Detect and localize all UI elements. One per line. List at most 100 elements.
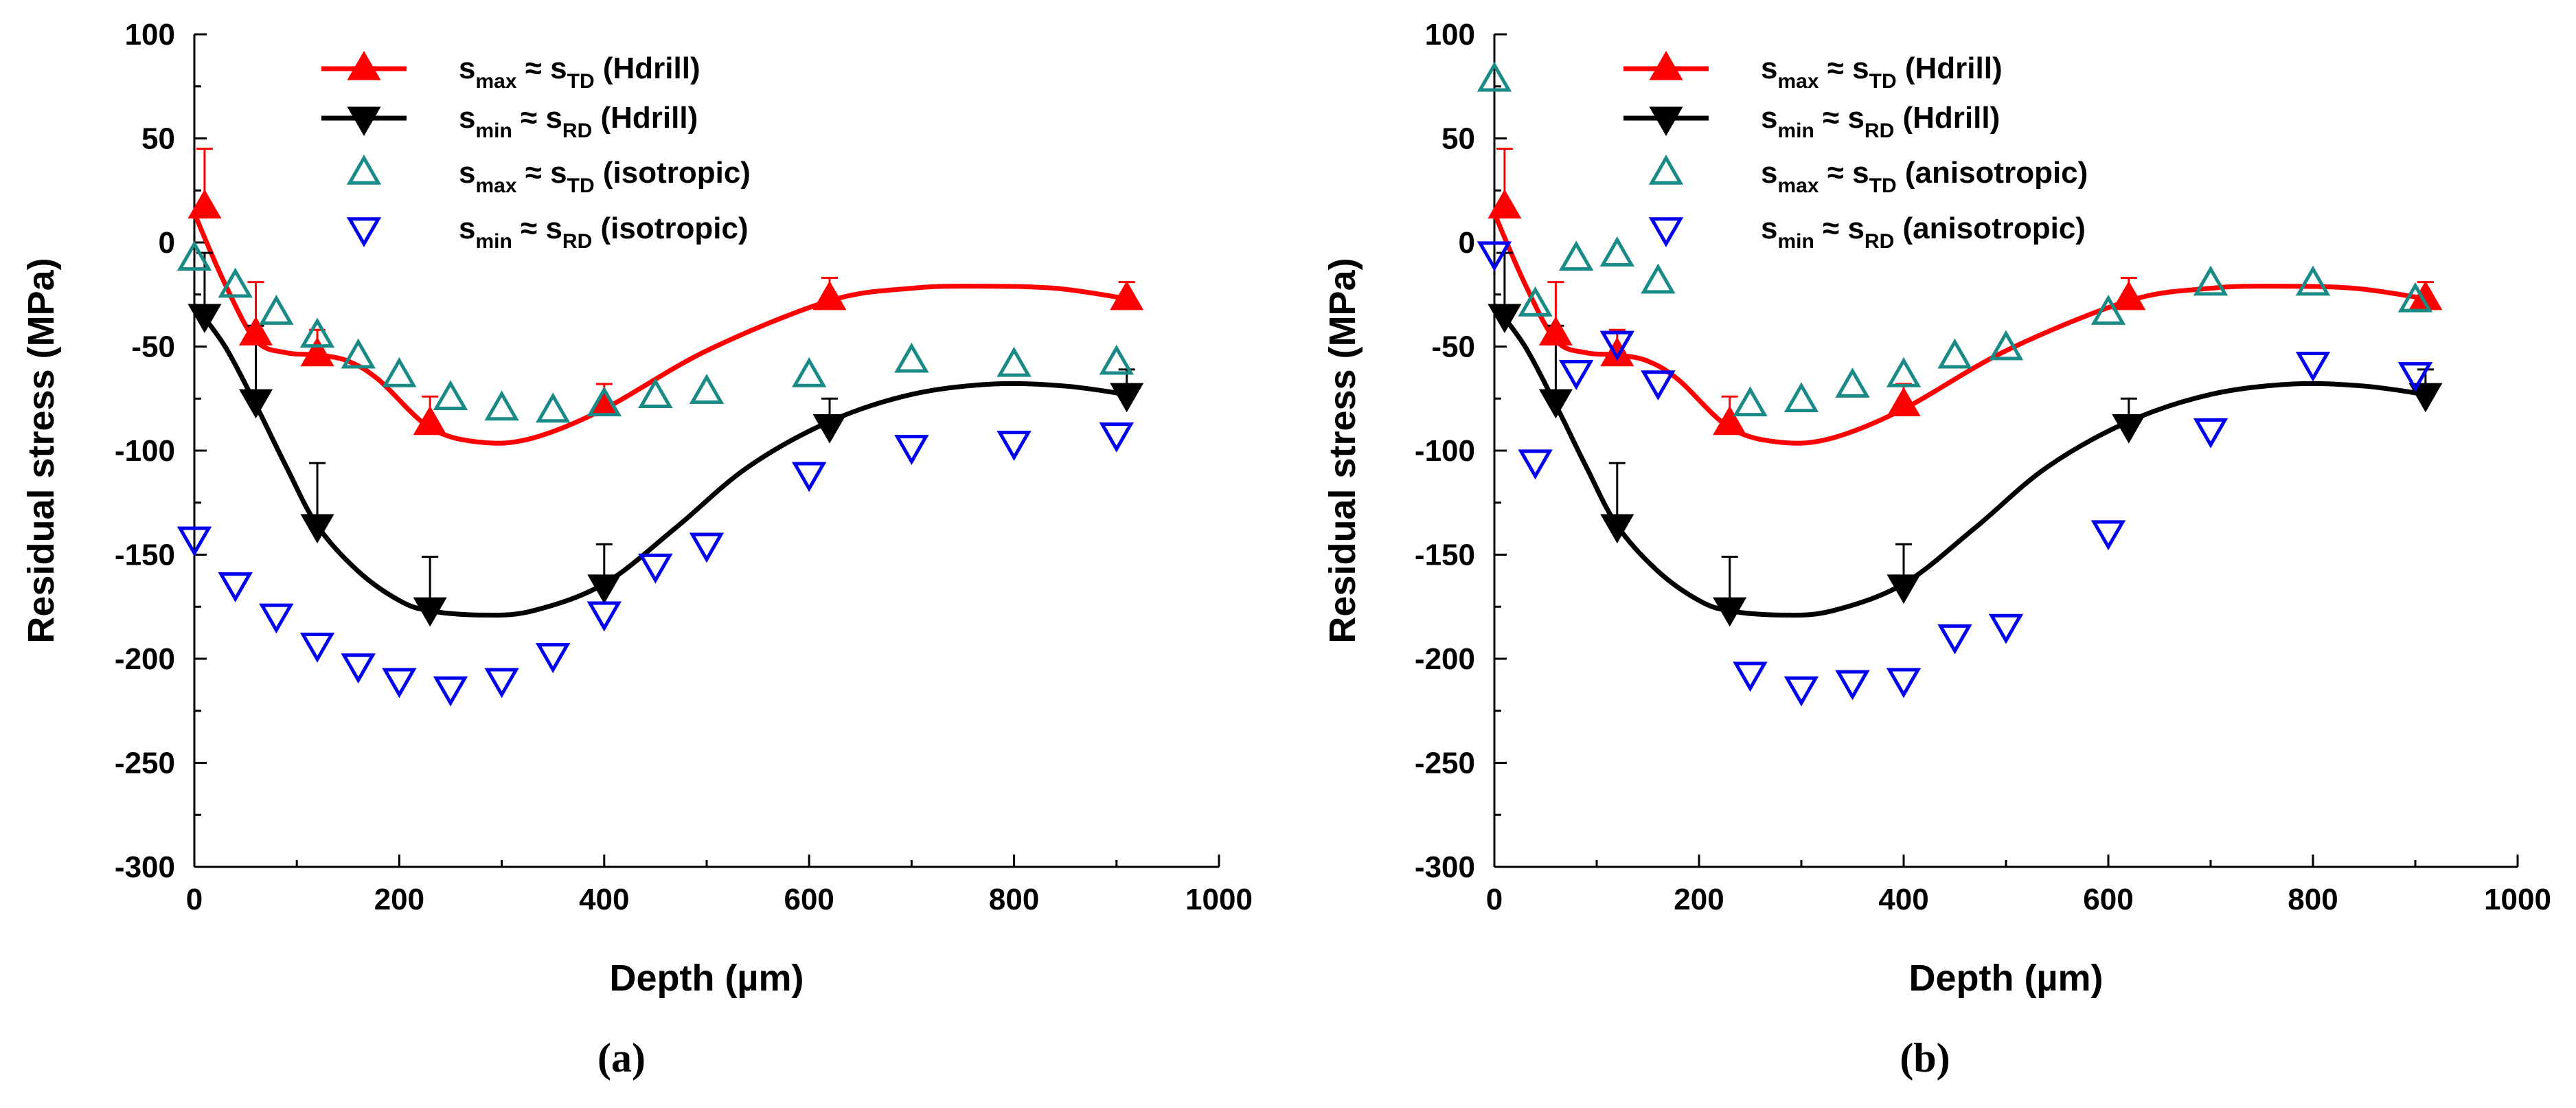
- x-tick-label: 600: [2083, 883, 2133, 916]
- data-point-series-1: [238, 316, 273, 346]
- data-point-series-3: [1641, 263, 1676, 294]
- data-point-series-2: [2408, 383, 2443, 413]
- data-point-series-1: [2112, 280, 2146, 310]
- data-point-series-4: [1558, 360, 1594, 390]
- data-point-series-4: [1099, 422, 1135, 453]
- fit-curve-series-1: [1492, 212, 2426, 446]
- y-axis-title: Residual stress (MPa): [21, 258, 62, 643]
- data-point-series-1: [413, 405, 447, 436]
- data-point-series-3: [382, 357, 417, 387]
- y-tick-label: 0: [159, 226, 175, 260]
- data-point-series-4: [1477, 241, 1512, 272]
- data-point-series-1: [1600, 337, 1634, 367]
- data-point-series-3: [535, 392, 571, 423]
- data-point-series-2: [1110, 383, 1144, 413]
- y-tick-label: 0: [1459, 226, 1475, 260]
- legend-label-series-1: smax ≈ sTD (Hdrill): [459, 52, 700, 93]
- data-point-series-4: [2090, 520, 2126, 551]
- data-point-series-3: [2193, 265, 2229, 296]
- data-point-series-1: [1887, 387, 1921, 416]
- data-point-series-3: [433, 380, 468, 411]
- y-tick-label: -50: [131, 330, 175, 364]
- x-tick-label: 800: [989, 883, 1039, 916]
- y-tick-label: -250: [1415, 747, 1475, 780]
- y-tick-label: 50: [1441, 122, 1475, 156]
- legend-marker: [346, 217, 382, 248]
- y-tick-label: -150: [115, 539, 175, 572]
- data-point-series-4: [1518, 449, 1553, 480]
- panel-caption: (a): [597, 1035, 646, 1081]
- fit-curve-series-2: [1492, 303, 2426, 618]
- data-point-series-3: [259, 295, 294, 325]
- y-tick-label: -50: [1431, 330, 1475, 364]
- data-point-series-4: [341, 653, 376, 684]
- x-axis-title: Depth (µm): [1908, 958, 2103, 999]
- data-point-series-4: [218, 572, 253, 602]
- data-point-series-4: [535, 643, 571, 673]
- legend-marker: [1649, 50, 1683, 80]
- data-point-series-4: [2397, 362, 2433, 392]
- x-tick-label: 800: [2288, 883, 2338, 916]
- data-point-series-3: [1599, 236, 1635, 267]
- data-point-series-1: [187, 189, 222, 219]
- data-point-series-2: [1600, 514, 1634, 544]
- data-point-series-4: [1835, 670, 1870, 701]
- data-point-series-3: [2090, 295, 2126, 325]
- data-point-series-4: [2193, 418, 2229, 449]
- data-point-series-3: [689, 374, 725, 404]
- data-point-series-4: [1783, 676, 1819, 707]
- panel-caption: (b): [1900, 1035, 1950, 1081]
- data-point-series-2: [2112, 414, 2146, 444]
- data-point-series-3: [1783, 382, 1819, 413]
- fit-curve-series-2: [192, 303, 1128, 618]
- data-point-series-2: [1538, 389, 1573, 419]
- chart-panel-2: 100 50 0 -50 -100 -150 -200 -250 -300 0 200 400 600 8…: [1322, 18, 2551, 1081]
- data-point-series-3: [1886, 357, 1922, 387]
- data-point-series-4: [259, 603, 294, 634]
- data-point-series-3: [1733, 386, 1768, 417]
- legend-marker: [1648, 217, 1684, 248]
- data-point-series-4: [433, 676, 468, 707]
- x-tick-label: 200: [1674, 883, 1724, 916]
- data-point-series-3: [299, 317, 335, 348]
- y-tick-label: 50: [141, 122, 175, 156]
- fit-curve-series-1: [192, 212, 1128, 446]
- y-tick-label: 100: [125, 18, 175, 52]
- data-point-series-3: [2397, 282, 2433, 313]
- x-tick-label: 400: [1878, 883, 1928, 916]
- data-point-series-4: [791, 462, 827, 493]
- data-point-series-4: [176, 526, 212, 557]
- data-point-series-4: [299, 632, 335, 663]
- data-point-series-3: [218, 267, 253, 298]
- data-point-series-3: [1099, 344, 1135, 375]
- data-point-series-1: [1713, 405, 1747, 436]
- data-point-series-4: [996, 431, 1031, 461]
- x-tick-label: 0: [1486, 883, 1503, 916]
- data-point-series-2: [587, 574, 622, 604]
- data-point-series-3: [996, 346, 1031, 377]
- data-point-series-1: [300, 337, 334, 367]
- legend-marker: [347, 106, 381, 137]
- legend-marker: [346, 154, 382, 185]
- y-tick-label: -100: [1415, 434, 1475, 468]
- data-point-series-4: [1886, 668, 1922, 699]
- data-point-series-1: [1488, 189, 1522, 219]
- data-point-series-4: [1641, 370, 1676, 401]
- x-tick-label: 600: [784, 883, 834, 916]
- legend-marker: [1649, 106, 1683, 137]
- data-point-series-4: [1988, 613, 2024, 644]
- y-tick-label: -200: [115, 642, 175, 676]
- y-axis-title: Residual stress (MPa): [1322, 258, 1363, 643]
- legend-marker: [347, 50, 381, 80]
- x-tick-label: 400: [579, 883, 629, 916]
- data-point-series-3: [1558, 240, 1594, 271]
- legend-label-series-2: smin ≈ sRD (Hdrill): [1761, 101, 2000, 142]
- data-point-series-2: [238, 389, 273, 419]
- data-point-series-2: [1488, 304, 1522, 334]
- data-point-series-1: [1110, 280, 1144, 310]
- data-point-series-4: [586, 601, 622, 632]
- y-tick-label: -250: [115, 747, 175, 780]
- data-point-series-4: [1733, 662, 1768, 692]
- data-point-series-3: [1518, 286, 1553, 317]
